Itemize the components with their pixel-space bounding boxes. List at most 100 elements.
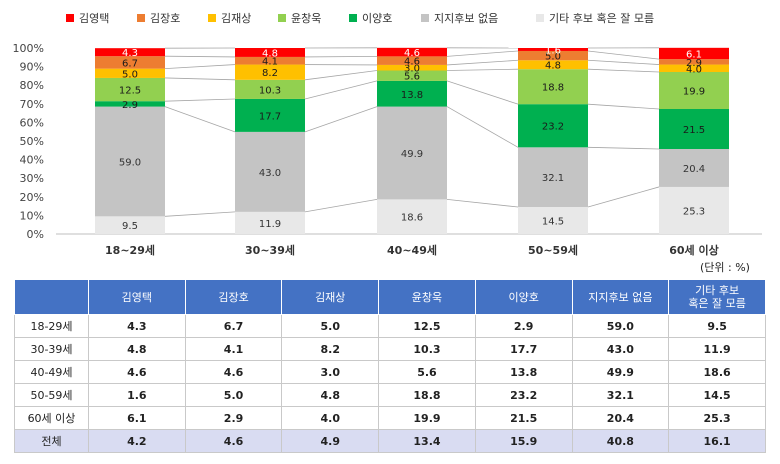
table-row-label: 30-39세 <box>14 337 89 361</box>
table-cell: 15.9 <box>474 429 573 453</box>
bar-segment <box>659 47 729 60</box>
table-cell: 4.6 <box>88 360 186 384</box>
y-tick-label: 20% <box>20 191 44 204</box>
data-label: 32.1 <box>542 173 564 184</box>
series-connector-line <box>304 106 378 133</box>
legend-swatch <box>536 14 544 22</box>
bar-segment <box>518 48 588 51</box>
data-label: 4.8 <box>262 48 278 59</box>
table-cell: 49.9 <box>571 360 670 384</box>
y-tick-label: 30% <box>20 172 44 185</box>
x-tick-label: 50~59세 <box>528 243 578 257</box>
data-label: 18.6 <box>401 213 423 224</box>
table-cell: 59.0 <box>571 314 670 338</box>
table-cell: 4.8 <box>88 337 186 361</box>
data-label: 5.0 <box>122 69 138 80</box>
table-row-label: 60세 이상 <box>14 406 89 430</box>
legend-swatch <box>349 14 357 22</box>
table-cell: 4.9 <box>281 429 380 453</box>
bar-segment <box>95 56 165 69</box>
table-cell: 4.8 <box>281 383 380 407</box>
bar-segment <box>377 199 447 234</box>
table-cell: 4.6 <box>184 429 283 453</box>
table-cell: 14.5 <box>668 383 766 407</box>
y-tick-label: 60% <box>20 116 44 129</box>
table-row: 18-29세 4.3 6.7 5.0 12.5 2.9 59.0 9.5 <box>14 314 766 338</box>
table-row-label: 50-59세 <box>14 383 89 407</box>
y-tick-label: 50% <box>20 135 44 148</box>
data-label: 6.7 <box>122 58 138 69</box>
table-cell: 12.5 <box>378 314 476 338</box>
table-total-row: 전체 4.2 4.6 4.9 13.4 15.9 40.8 16.1 <box>14 429 766 453</box>
series-connector-line <box>164 98 236 102</box>
table-cell: 8.2 <box>281 337 380 361</box>
legend-label: 기타 후보 혹은 잘 모름 <box>549 11 654 25</box>
data-label: 4.0 <box>686 64 702 75</box>
data-label: 14.5 <box>542 217 564 228</box>
x-tick-label: 30~39세 <box>245 243 295 257</box>
table-cell: 3.0 <box>281 360 380 384</box>
data-label: 4.6 <box>404 57 420 68</box>
data-label: 20.4 <box>683 164 705 175</box>
bar-segment <box>518 60 588 70</box>
bar-segment <box>659 59 729 65</box>
data-label: 8.2 <box>262 68 278 79</box>
legend-label: 김장호 <box>150 12 180 25</box>
bar-segment <box>659 186 729 234</box>
data-label: 9.5 <box>122 221 138 232</box>
bar-segment <box>95 106 165 217</box>
series-connector-line <box>164 106 236 133</box>
series-connector-line <box>587 146 660 150</box>
table-cell: 9.5 <box>668 314 766 338</box>
series-connector-line <box>446 68 519 71</box>
bar-segment <box>377 64 447 71</box>
bar-segment <box>95 48 165 57</box>
series-connector-line <box>446 80 519 105</box>
stacked-bar-chart: 0% 10% 20% 30% 40% 50% 60% 70% 80% 90% 100% 9.5 11.9… <box>13 11 762 257</box>
table-cell: 21.5 <box>474 406 573 430</box>
bar-segment <box>659 64 729 72</box>
bar-segment <box>235 48 305 57</box>
bar-segment <box>659 71 729 110</box>
x-tick-label: 18~29세 <box>105 243 155 257</box>
table-cell: 4.6 <box>184 360 283 384</box>
bar-segment <box>235 211 305 234</box>
table-cell: 5.0 <box>281 314 380 338</box>
table-cell: 4.0 <box>281 406 380 430</box>
table-cell: 43.0 <box>571 337 670 361</box>
bar-segment <box>377 70 447 81</box>
legend-label: 윤창욱 <box>291 12 321 25</box>
y-tick-label: 100% <box>13 42 44 55</box>
table-cell: 10.3 <box>378 337 476 361</box>
table-cell: 13.8 <box>474 360 573 384</box>
table-column-header: 김재상 <box>281 279 380 315</box>
data-label: 5.6 <box>404 72 420 83</box>
y-tick-label: 40% <box>20 154 44 167</box>
data-label: 17.7 <box>259 111 281 122</box>
bar-segment <box>377 56 447 65</box>
table-cell: 2.9 <box>184 406 283 430</box>
table-column-header: 윤창욱 <box>378 279 476 315</box>
data-label: 59.0 <box>119 157 141 168</box>
table-cell: 11.9 <box>668 337 766 361</box>
table-cell: 18.6 <box>668 360 766 384</box>
data-label: 4.6 <box>404 48 420 59</box>
table-cell: 4.1 <box>184 337 283 361</box>
bar-segment <box>659 109 729 149</box>
table-cell: 23.2 <box>474 383 573 407</box>
bar-segment <box>235 98 305 132</box>
legend-swatch <box>137 14 145 22</box>
bar-segment <box>95 216 165 234</box>
series-connector-line <box>446 50 519 57</box>
data-label: 13.8 <box>401 90 423 101</box>
bar-segment <box>518 50 588 61</box>
series-connector-line <box>587 68 660 73</box>
data-label: 49.9 <box>401 149 423 160</box>
table-cell: 6.1 <box>88 406 186 430</box>
data-label: 12.5 <box>119 86 141 97</box>
data-label: 2.9 <box>686 58 702 69</box>
table-column-header: 이양호 <box>474 279 573 315</box>
data-table: 김영택 김장호 김재상 윤창욱 이양호 지지후보 없음 기타 후보 혹은 잘 모름 18-2… <box>14 279 766 453</box>
unit-label: (단위 : %) <box>700 261 750 274</box>
table-cell: 5.0 <box>184 383 283 407</box>
